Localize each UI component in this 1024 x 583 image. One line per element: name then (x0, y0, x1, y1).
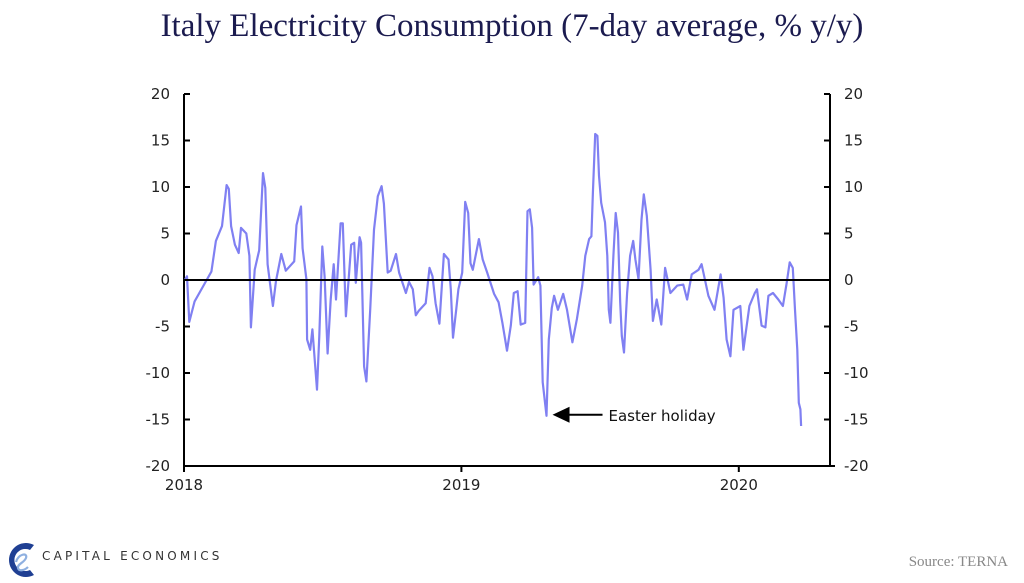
annotation-arrow-head (552, 406, 570, 423)
x-tick-label: 2020 (720, 476, 758, 494)
left-y-tick-label: 5 (160, 225, 170, 243)
left-y-tick-label: 15 (151, 132, 170, 150)
left-y-tick-label: 0 (160, 271, 170, 289)
right-y-tick-label: 15 (844, 132, 863, 150)
annotation-label: Easter holiday (609, 407, 716, 425)
chart-title: Italy Electricity Consumption (7-day ave… (160, 8, 864, 44)
left-y-tick-label: 10 (151, 178, 170, 196)
right-y-tick-label: -5 (844, 318, 859, 336)
right-y-tick-label: -15 (844, 411, 869, 429)
left-y-tick-label: -15 (146, 411, 171, 429)
right-y-tick-label: 10 (844, 178, 863, 196)
left-y-tick-label: -10 (146, 364, 171, 382)
brand-name: CAPITAL ECONOMICS (42, 549, 223, 563)
right-y-tick-label: 20 (844, 85, 863, 103)
x-tick-label: 2018 (165, 476, 203, 494)
left-y-tick-label: 20 (151, 85, 170, 103)
capital-economics-logo (9, 543, 35, 577)
right-y-tick-label: 0 (844, 271, 854, 289)
source-note: Source: TERNA (908, 554, 1008, 570)
left-y-tick-label: -5 (155, 318, 170, 336)
x-tick-label: 2019 (442, 476, 480, 494)
series-line-0 (183, 132, 803, 427)
right-y-tick-label: -20 (844, 457, 869, 475)
right-y-tick-label: -10 (844, 364, 869, 382)
left-y-tick-label: -20 (146, 457, 171, 475)
right-y-tick-label: 5 (844, 225, 854, 243)
